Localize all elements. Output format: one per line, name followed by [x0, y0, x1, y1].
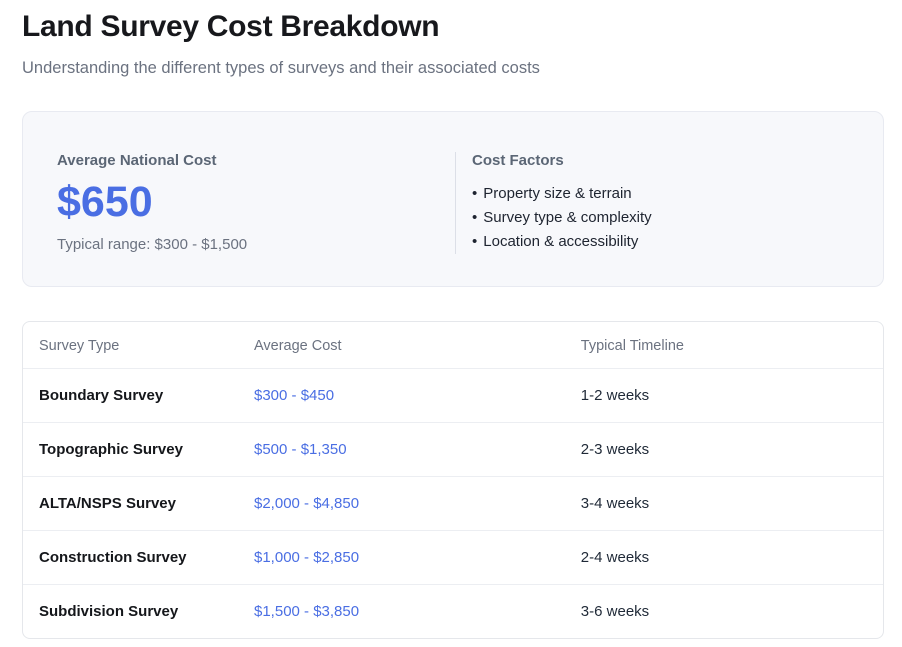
average-cost-cell: $300 - $450	[254, 387, 335, 404]
cost-factor-label: Survey type & complexity	[483, 209, 652, 226]
bullet-icon: •	[472, 233, 478, 250]
survey-type-cell: ALTA/NSPS Survey	[39, 495, 176, 512]
survey-type-cell: Construction Survey	[39, 549, 187, 566]
timeline-cell: 2-3 weeks	[580, 441, 650, 458]
column-header-average-cost: Average Cost	[254, 338, 342, 354]
table-row: Boundary Survey $300 - $450 1-2 weeks	[23, 368, 883, 423]
column-header-typical-timeline: Typical Timeline	[580, 338, 684, 354]
cost-factor-label: Property size & terrain	[483, 185, 632, 202]
cost-factor-item: • Property size & terrain	[472, 182, 851, 206]
cost-factor-item: • Survey type & complexity	[472, 206, 851, 230]
cost-factors-section: Cost Factors • Property size & terrain • S…	[455, 152, 851, 254]
summary-card: Average National Cost $650 Typical range…	[22, 111, 884, 287]
average-cost-cell: $500 - $1,350	[254, 441, 347, 458]
average-cost-value: $650	[57, 178, 153, 226]
cost-table: Survey Type Average Cost Typical Timelin…	[23, 322, 883, 638]
average-cost-cell: $1,500 - $3,850	[254, 603, 360, 620]
table-header-row: Survey Type Average Cost Typical Timelin…	[23, 322, 883, 369]
average-cost-section: Average National Cost $650 Typical range…	[57, 152, 455, 253]
timeline-cell: 3-4 weeks	[580, 495, 650, 512]
table-row: ALTA/NSPS Survey $2,000 - $4,850 3-4 wee…	[23, 476, 883, 531]
page-title: Land Survey Cost Breakdown	[22, 10, 440, 43]
bullet-icon: •	[472, 185, 478, 202]
cost-factors-title: Cost Factors	[472, 152, 564, 169]
average-cost-cell: $1,000 - $2,850	[254, 549, 360, 566]
bullet-icon: •	[472, 209, 478, 226]
page-subtitle: Understanding the different types of sur…	[22, 59, 540, 77]
table-row: Subdivision Survey $1,500 - $3,850 3-6 w…	[23, 584, 883, 639]
cost-factor-item: • Location & accessibility	[472, 230, 851, 254]
survey-type-cell: Subdivision Survey	[39, 603, 179, 620]
table-row: Construction Survey $1,000 - $2,850 2-4 …	[23, 530, 883, 585]
survey-type-cell: Topographic Survey	[39, 441, 183, 458]
cost-table-container: Survey Type Average Cost Typical Timelin…	[22, 321, 884, 639]
survey-type-cell: Boundary Survey	[39, 387, 164, 404]
cost-factors-list: • Property size & terrain • Survey type & …	[472, 182, 851, 254]
column-header-survey-type: Survey Type	[39, 338, 120, 354]
table-row: Topographic Survey $500 - $1,350 2-3 wee…	[23, 422, 883, 477]
timeline-cell: 2-4 weeks	[580, 549, 650, 566]
cost-factor-label: Location & accessibility	[483, 233, 639, 250]
timeline-cell: 1-2 weeks	[580, 387, 650, 404]
typical-range-text: Typical range: $300 - $1,500	[57, 236, 248, 253]
timeline-cell: 3-6 weeks	[580, 603, 650, 620]
average-cost-cell: $2,000 - $4,850	[254, 495, 360, 512]
average-cost-label: Average National Cost	[57, 152, 217, 169]
